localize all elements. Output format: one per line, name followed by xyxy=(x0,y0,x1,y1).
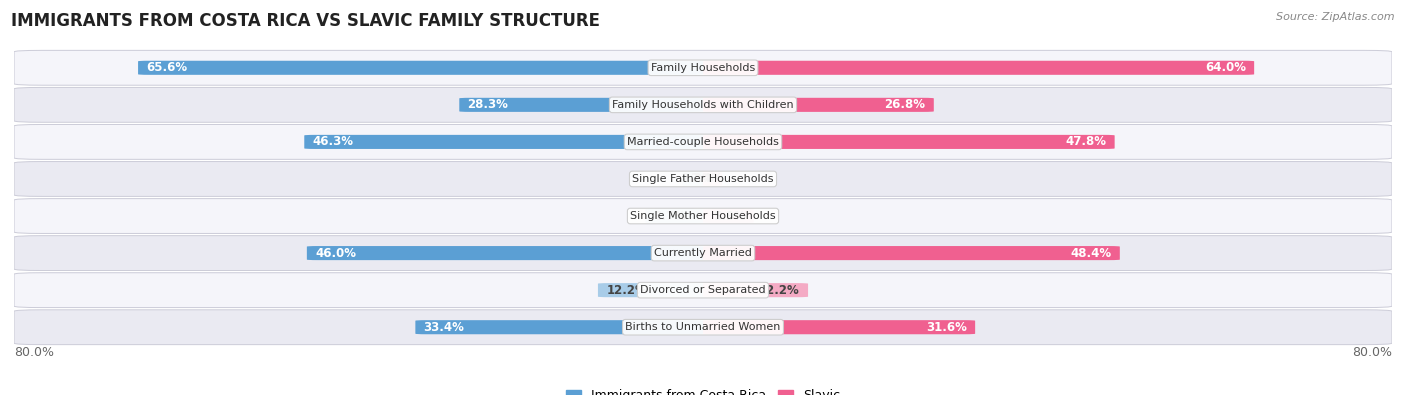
FancyBboxPatch shape xyxy=(703,61,1254,75)
Text: 2.2%: 2.2% xyxy=(681,173,714,186)
FancyBboxPatch shape xyxy=(304,135,703,149)
Text: 80.0%: 80.0% xyxy=(1353,346,1392,359)
FancyBboxPatch shape xyxy=(703,283,808,297)
Legend: Immigrants from Costa Rica, Slavic: Immigrants from Costa Rica, Slavic xyxy=(561,384,845,395)
FancyBboxPatch shape xyxy=(645,209,703,223)
FancyBboxPatch shape xyxy=(703,98,934,112)
Text: 26.8%: 26.8% xyxy=(884,98,925,111)
Text: 47.8%: 47.8% xyxy=(1066,135,1107,149)
FancyBboxPatch shape xyxy=(703,209,754,223)
FancyBboxPatch shape xyxy=(415,320,703,334)
Text: 48.4%: 48.4% xyxy=(1070,246,1112,260)
Text: Family Households with Children: Family Households with Children xyxy=(612,100,794,110)
FancyBboxPatch shape xyxy=(307,246,703,260)
Text: IMMIGRANTS FROM COSTA RICA VS SLAVIC FAMILY STRUCTURE: IMMIGRANTS FROM COSTA RICA VS SLAVIC FAM… xyxy=(11,12,600,30)
FancyBboxPatch shape xyxy=(682,172,703,186)
FancyBboxPatch shape xyxy=(598,283,703,297)
Text: 64.0%: 64.0% xyxy=(1205,61,1246,74)
Text: Source: ZipAtlas.com: Source: ZipAtlas.com xyxy=(1277,12,1395,22)
FancyBboxPatch shape xyxy=(14,162,1392,196)
Text: 12.2%: 12.2% xyxy=(606,284,647,297)
FancyBboxPatch shape xyxy=(14,310,1392,344)
FancyBboxPatch shape xyxy=(138,61,703,75)
Text: 5.9%: 5.9% xyxy=(713,209,745,222)
Text: 12.2%: 12.2% xyxy=(759,284,800,297)
Text: Births to Unmarried Women: Births to Unmarried Women xyxy=(626,322,780,332)
Text: Currently Married: Currently Married xyxy=(654,248,752,258)
Text: Single Mother Households: Single Mother Households xyxy=(630,211,776,221)
Text: 65.6%: 65.6% xyxy=(146,61,187,74)
Text: Single Father Households: Single Father Households xyxy=(633,174,773,184)
FancyBboxPatch shape xyxy=(703,320,976,334)
Text: Married-couple Households: Married-couple Households xyxy=(627,137,779,147)
FancyBboxPatch shape xyxy=(14,87,1392,122)
Text: 80.0%: 80.0% xyxy=(14,346,53,359)
FancyBboxPatch shape xyxy=(703,172,721,186)
FancyBboxPatch shape xyxy=(14,124,1392,159)
FancyBboxPatch shape xyxy=(14,51,1392,85)
FancyBboxPatch shape xyxy=(14,236,1392,271)
Text: 33.4%: 33.4% xyxy=(423,321,464,334)
Text: Divorced or Separated: Divorced or Separated xyxy=(640,285,766,295)
Text: 31.6%: 31.6% xyxy=(927,321,967,334)
Text: 6.7%: 6.7% xyxy=(654,209,686,222)
FancyBboxPatch shape xyxy=(14,199,1392,233)
Text: 2.4%: 2.4% xyxy=(690,173,723,186)
FancyBboxPatch shape xyxy=(703,135,1115,149)
Text: 28.3%: 28.3% xyxy=(468,98,509,111)
Text: 46.3%: 46.3% xyxy=(312,135,353,149)
FancyBboxPatch shape xyxy=(460,98,703,112)
FancyBboxPatch shape xyxy=(14,273,1392,308)
Text: 46.0%: 46.0% xyxy=(315,246,356,260)
FancyBboxPatch shape xyxy=(703,246,1119,260)
Text: Family Households: Family Households xyxy=(651,63,755,73)
